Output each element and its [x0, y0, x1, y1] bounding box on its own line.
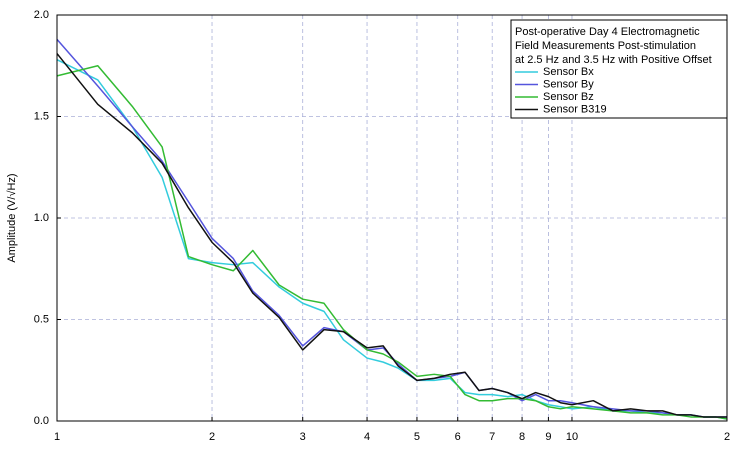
series-line [56, 65, 728, 420]
legend-label: Sensor By [543, 78, 594, 90]
legend: Post-operative Day 4 Electromagnetic Fiel… [510, 19, 728, 119]
x-tick-label: 2 [724, 431, 730, 443]
legend-label: Sensor Bx [543, 66, 594, 78]
y-tick-label: 1.0 [34, 212, 49, 224]
y-tick-label: 2.0 [34, 9, 49, 21]
x-tick-label: 9 [545, 431, 551, 443]
legend-title: at 2.5 Hz and 3.5 Hz with Positive Offse… [515, 54, 712, 66]
x-tick-label: 3 [300, 431, 306, 443]
y-tick-label: 0.5 [34, 313, 49, 325]
legend-box [510, 19, 728, 119]
legend-label: Sensor Bz [543, 91, 594, 103]
y-tick-label: 1.5 [34, 110, 49, 122]
x-tick-label: 6 [455, 431, 461, 443]
x-tick-label: 2 [209, 431, 215, 443]
legend-title: Post-operative Day 4 Electromagnetic [515, 26, 700, 38]
x-tick-label: 10 [566, 431, 578, 443]
y-tick-label: 0.0 [34, 415, 49, 427]
legend-label: Sensor B319 [543, 103, 607, 115]
x-tick-label: 5 [414, 431, 420, 443]
y-axis-label: Amplitude (V/√Hz) [6, 173, 18, 262]
x-tick-label: 7 [489, 431, 495, 443]
x-tick-label: 8 [519, 431, 525, 443]
lines [56, 38, 728, 420]
x-tick-label: 4 [364, 431, 370, 443]
x-tick-label: 1 [54, 431, 60, 443]
legend-title: Field Measurements Post-stimulation [515, 40, 696, 52]
series-line [56, 53, 727, 418]
